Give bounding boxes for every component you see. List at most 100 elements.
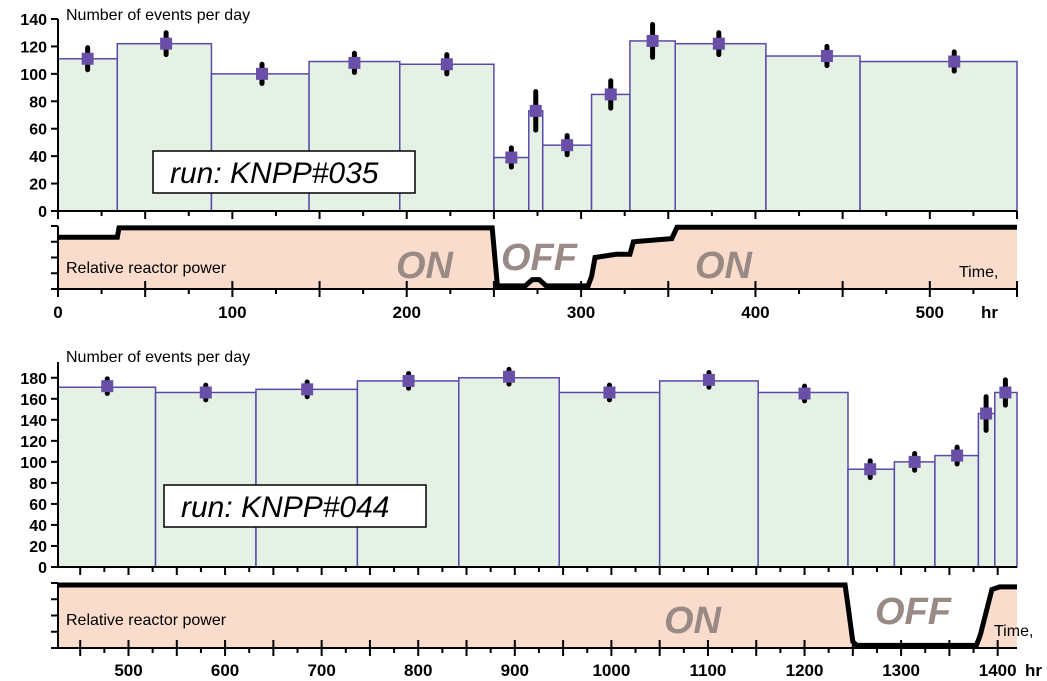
top-ytick-label-6: 120: [20, 39, 47, 56]
bottom-bars-group: [57, 377, 1018, 568]
bot-bar-7: [757, 391, 849, 568]
bottom-run-box: run: KNPP#044: [163, 484, 427, 528]
bot-ytick-label-3: 60: [29, 497, 47, 514]
top-xtick-label-0: 0: [53, 303, 62, 322]
top-ytick-label-3: 60: [29, 122, 47, 139]
top-bar-12: [859, 60, 1018, 212]
bot-xtick-label-0: 500: [114, 661, 142, 680]
top-power-line: [58, 224, 1017, 289]
bot-ytick-label-0: 0: [38, 560, 47, 577]
bot-ytick-label-6: 120: [20, 434, 47, 451]
top-point-0: [81, 52, 94, 65]
top-ytick-label-1: 20: [29, 177, 47, 194]
top-point-10: [712, 37, 725, 50]
bot-xtick-label-9: 1400: [979, 661, 1017, 680]
top-xtick-label-2: 200: [393, 303, 421, 322]
bottom-power-panel: 500 600 700 800 900 1000 1100 1200 1300 1400 Rela…: [51, 582, 1042, 680]
top-point-6: [529, 104, 542, 117]
bottom-x-ticks: 500 600 700 800 900 1000 1100 1200 1300 1400: [79, 640, 1017, 680]
bot-bar-2: [255, 388, 359, 568]
bot-point-12: [999, 386, 1012, 399]
top-state-on-2: ON: [695, 245, 754, 287]
top-power-area: [58, 227, 1017, 289]
bot-xtick-label-2: 700: [307, 661, 335, 680]
bot-bar-6: [658, 380, 759, 568]
bot-point-0: [101, 380, 114, 393]
bot-ytick-label-8: 160: [20, 392, 47, 409]
bot-point-2: [301, 383, 314, 396]
bot-bar-10: [934, 454, 980, 568]
top-bar-0: [57, 58, 119, 212]
bot-point-5: [603, 386, 616, 399]
bot-xtick-label-7: 1200: [786, 661, 824, 680]
top-bar-9: [629, 40, 676, 212]
top-ytick-label-5: 100: [20, 67, 47, 84]
bot-bar-1: [154, 391, 257, 568]
bot-ytick-label-1: 20: [29, 539, 47, 556]
bot-bar-8: [847, 468, 896, 568]
bot-bar-9: [893, 461, 936, 568]
top-points-group: [81, 21, 961, 170]
bot-point-3: [402, 374, 415, 387]
bottom-time-label: Time,: [994, 623, 1033, 640]
bot-ytick-label-9: 180: [20, 371, 47, 388]
top-xtick-label-4: 400: [741, 303, 769, 322]
bot-xtick-label-5: 1000: [592, 661, 630, 680]
top-xtick-label-3: 300: [567, 303, 595, 322]
top-power-label: Relative reactor power: [66, 260, 227, 277]
top-state-on-1: ON: [396, 245, 455, 287]
top-xtick-label-1: 100: [218, 303, 246, 322]
bottom-run-label: run: KNPP#044: [181, 491, 389, 524]
bot-point-9: [908, 455, 921, 468]
bot-point-4: [503, 370, 516, 383]
top-ytick-label-0: 0: [38, 204, 47, 221]
bottom-events-panel: 0 20 40 60 80 100 120 140 160 180 Number of event…: [20, 349, 1018, 577]
bottom-state-off: OFF: [875, 591, 953, 633]
bot-ytick-label-7: 140: [20, 413, 47, 430]
top-point-7: [561, 139, 574, 152]
bot-bar-11: [977, 412, 996, 568]
bottom-power-area: [58, 585, 1017, 648]
bot-point-11: [980, 407, 993, 420]
bottom-ylabel: Number of events per day: [66, 349, 250, 366]
bot-xtick-label-4: 900: [501, 661, 529, 680]
top-ytick-label-2: 40: [29, 149, 47, 166]
top-point-1: [160, 37, 173, 50]
top-point-8: [604, 88, 617, 101]
bottom-points-group: [101, 366, 1012, 481]
bot-ytick-label-5: 100: [20, 455, 47, 472]
bot-bar-4: [458, 377, 560, 568]
bot-point-8: [864, 463, 877, 476]
top-point-12: [948, 55, 961, 68]
top-x-ticks-hist: [57, 211, 1018, 219]
bot-point-7: [798, 387, 811, 400]
bot-point-6: [702, 373, 715, 386]
bottom-y-ticks: 0 20 40 60 80 100 120 140 160 180: [20, 371, 58, 577]
bot-xtick-label-8: 1300: [882, 661, 920, 680]
top-point-3: [348, 56, 361, 69]
bot-bar-12: [994, 391, 1018, 568]
top-point-4: [440, 58, 453, 71]
bottom-power-line: [58, 582, 1017, 648]
top-point-9: [646, 34, 659, 47]
bot-ytick-label-4: 80: [29, 476, 47, 493]
bot-xtick-label-1: 600: [211, 661, 239, 680]
bot-xtick-label-6: 1100: [690, 661, 727, 680]
bottom-state-on: ON: [664, 600, 723, 642]
bot-bar-0: [57, 386, 157, 568]
bot-point-10: [951, 449, 964, 462]
top-y-ticks: 0 20 40 60 80 100 120 140: [20, 12, 58, 221]
bot-xtick-label-3: 800: [404, 661, 432, 680]
bottom-x-unit: hr: [1025, 661, 1042, 680]
top-state-off: OFF: [501, 237, 579, 279]
top-run-label: run: KNPP#035: [170, 157, 379, 190]
bot-ytick-label-2: 40: [29, 518, 47, 535]
top-power-panel: 0 100 200 300 400 500 Relative reactor power …: [51, 224, 1018, 322]
top-xtick-label-5: 500: [916, 303, 944, 322]
top-run-box: run: KNPP#035: [152, 150, 416, 194]
bottom-power-label: Relative reactor power: [66, 612, 227, 629]
top-time-label: Time,: [959, 264, 998, 281]
bot-bar-5: [558, 391, 661, 568]
bot-bar-3: [356, 380, 460, 568]
